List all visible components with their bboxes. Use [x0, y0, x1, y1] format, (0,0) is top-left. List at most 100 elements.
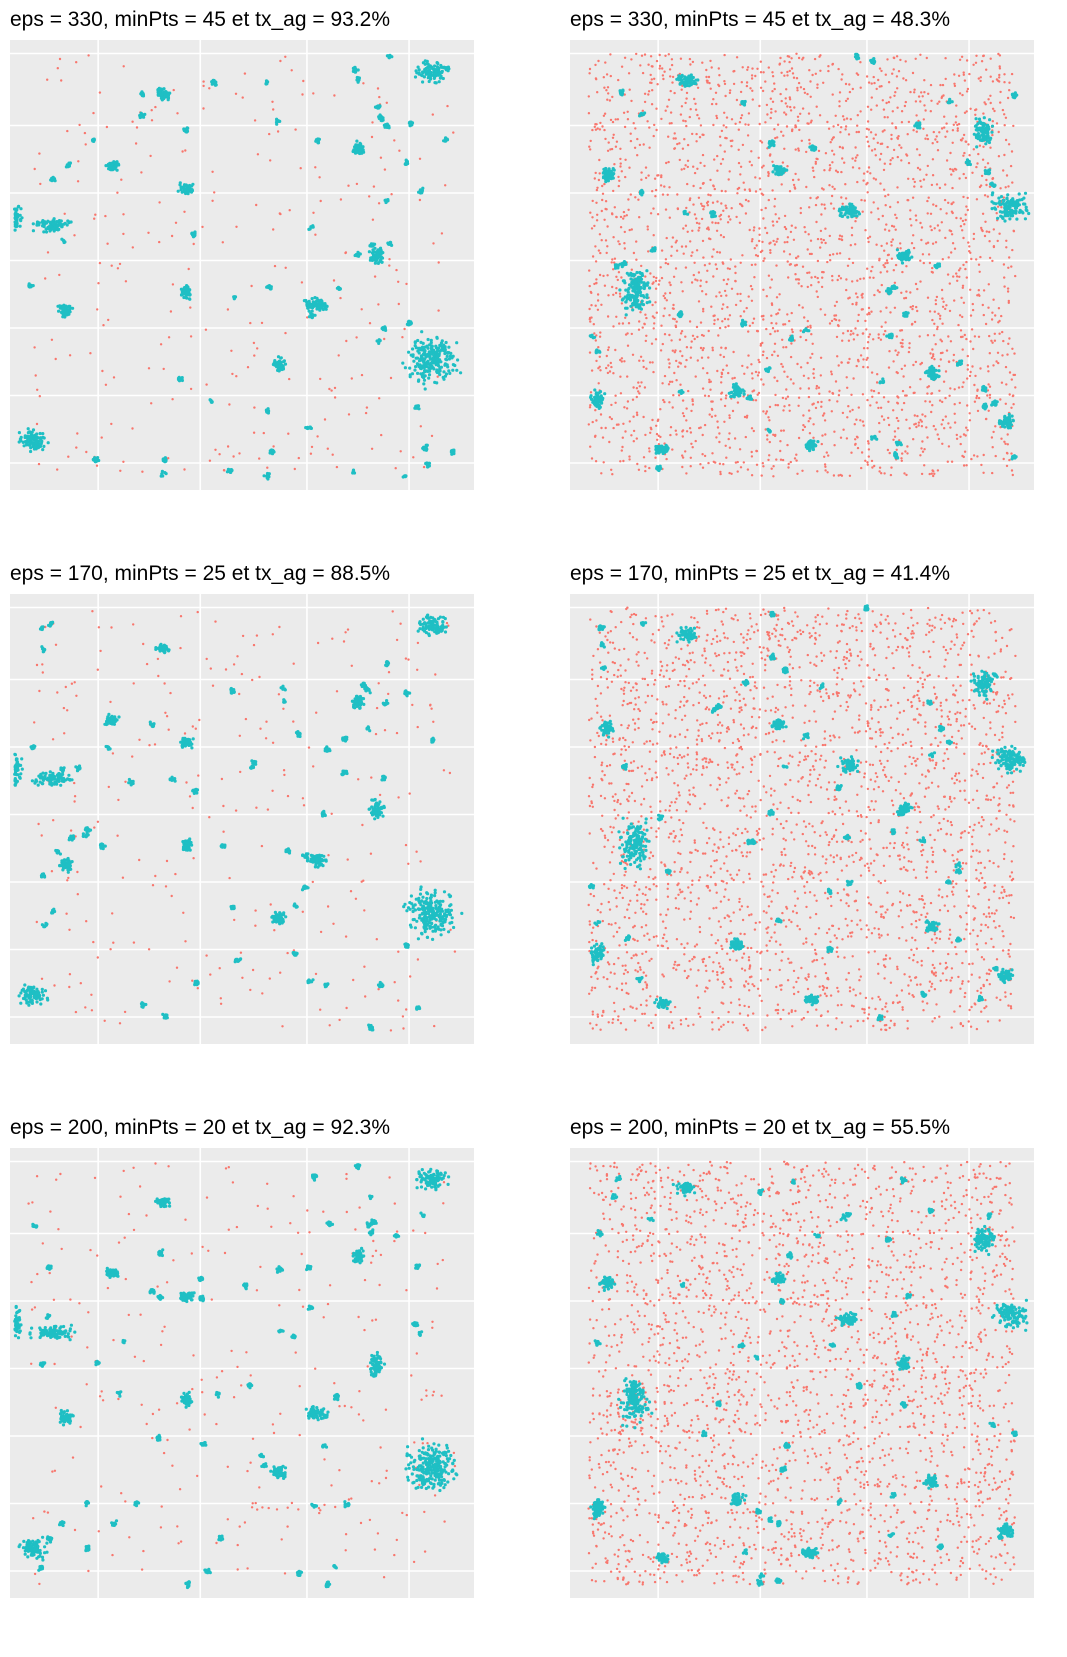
- noise-point: [809, 326, 812, 329]
- noise-point: [867, 128, 870, 131]
- noise-point: [618, 242, 621, 246]
- noise-point: [719, 472, 722, 476]
- cluster-point: [180, 376, 184, 380]
- noise-point: [752, 317, 756, 320]
- noise-point: [684, 335, 687, 338]
- noise-point: [949, 426, 952, 429]
- noise-point: [378, 397, 381, 400]
- noise-point: [715, 295, 718, 298]
- noise-point: [979, 79, 982, 83]
- noise-point: [995, 122, 999, 125]
- noise-point: [991, 311, 994, 314]
- noise-point: [734, 461, 738, 464]
- cluster-point: [265, 79, 269, 83]
- noise-point: [842, 332, 845, 335]
- cluster-point: [278, 119, 282, 123]
- noise-point: [786, 165, 789, 168]
- noise-point: [134, 142, 138, 145]
- noise-point: [661, 193, 665, 196]
- noise-point: [844, 183, 847, 186]
- noise-point: [897, 427, 900, 430]
- cluster-point: [990, 193, 994, 197]
- noise-point: [605, 208, 608, 211]
- noise-point: [872, 75, 875, 79]
- noise-point: [765, 410, 769, 413]
- noise-point: [974, 374, 977, 378]
- noise-point: [619, 375, 622, 378]
- noise-point: [715, 116, 719, 120]
- noise-point: [782, 346, 785, 349]
- cluster-point: [407, 350, 411, 354]
- noise-point: [721, 320, 724, 323]
- noise-point: [681, 147, 685, 150]
- noise-point: [775, 313, 778, 316]
- noise-point: [1003, 73, 1006, 76]
- noise-point: [678, 142, 681, 145]
- noise-point: [253, 354, 256, 357]
- noise-point: [1010, 406, 1013, 409]
- noise-point: [770, 302, 774, 305]
- cluster-point: [311, 313, 315, 318]
- noise-point: [603, 112, 607, 115]
- noise-point: [843, 118, 846, 121]
- noise-point: [827, 127, 831, 130]
- noise-point: [862, 358, 865, 361]
- noise-point: [840, 78, 843, 81]
- noise-point: [877, 333, 880, 336]
- noise-point: [865, 183, 868, 186]
- noise-point: [638, 385, 641, 388]
- noise-point: [989, 146, 992, 149]
- noise-point: [999, 101, 1002, 104]
- noise-point: [302, 79, 305, 83]
- noise-point: [896, 395, 899, 398]
- noise-point: [597, 367, 600, 370]
- cluster-point: [982, 116, 986, 120]
- noise-point: [1001, 108, 1005, 112]
- noise-point: [864, 319, 867, 323]
- noise-point: [882, 108, 886, 111]
- cluster-point: [427, 79, 431, 84]
- noise-point: [933, 227, 936, 230]
- noise-point: [966, 87, 970, 91]
- noise-point: [589, 211, 592, 214]
- noise-point: [355, 336, 358, 339]
- noise-point: [674, 324, 677, 327]
- noise-point: [663, 70, 666, 73]
- noise-point: [886, 58, 889, 61]
- noise-point: [626, 118, 630, 121]
- cluster-point: [632, 274, 636, 278]
- noise-point: [654, 301, 657, 304]
- noise-point: [788, 404, 791, 407]
- noise-point: [719, 218, 722, 221]
- cluster-point: [411, 347, 415, 351]
- cluster-point: [429, 77, 433, 81]
- noise-point: [828, 234, 831, 238]
- cluster-point: [1018, 210, 1022, 214]
- noise-point: [821, 276, 824, 279]
- noise-point: [745, 306, 748, 310]
- noise-point: [645, 367, 648, 370]
- cluster-point: [453, 363, 457, 368]
- noise-point: [652, 327, 655, 330]
- noise-point: [897, 70, 901, 73]
- noise-point: [591, 216, 594, 219]
- noise-point: [620, 302, 624, 305]
- noise-point: [940, 288, 944, 292]
- noise-point: [60, 79, 63, 82]
- noise-point: [1008, 337, 1011, 340]
- noise-point: [1004, 402, 1007, 405]
- noise-point: [102, 324, 105, 327]
- noise-point: [326, 447, 329, 450]
- noise-point: [820, 213, 823, 216]
- noise-point: [767, 458, 770, 462]
- cluster-point: [51, 222, 56, 226]
- noise-point: [946, 130, 949, 133]
- noise-point: [889, 473, 893, 477]
- noise-point: [657, 434, 660, 437]
- noise-point: [604, 426, 607, 430]
- noise-point: [962, 71, 965, 74]
- cluster-point: [444, 340, 448, 345]
- noise-point: [641, 71, 645, 75]
- noise-point: [796, 89, 799, 92]
- noise-point: [808, 142, 811, 145]
